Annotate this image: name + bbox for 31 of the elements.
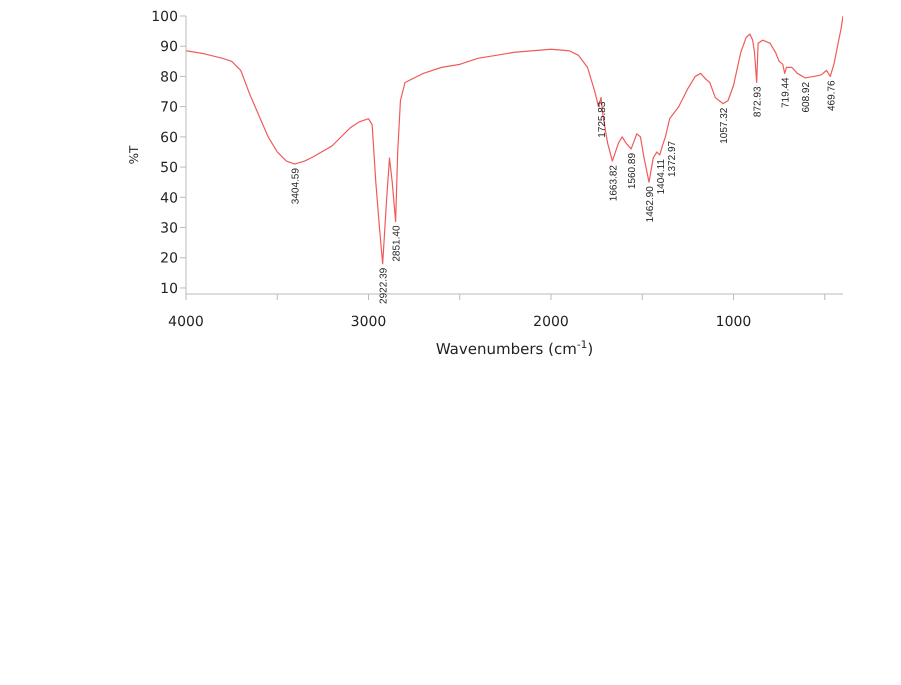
annotation: 1372.97 — [667, 140, 678, 178]
annotation: 719.44 — [780, 76, 792, 108]
annotation: 1462.90 — [645, 186, 656, 222]
annotation: 1663.82 — [608, 164, 620, 202]
y-tick-label: 70 — [160, 100, 178, 116]
line-series — [186, 16, 843, 264]
y-tick-label: 90 — [160, 39, 178, 56]
x-axis-title: Wavenumbers (cm$^{-1}$) — [436, 339, 594, 358]
y-tick-label: 40 — [160, 190, 178, 206]
x-tick-label: 4000 — [168, 314, 204, 330]
annotation: 1725.83 — [597, 101, 608, 138]
annotation: 2851.40 — [392, 225, 403, 262]
annotation: 2922.39 — [378, 267, 390, 304]
y-tick-label: 10 — [160, 280, 178, 297]
annotation: 1560.89 — [627, 152, 638, 190]
y-tick-label: 20 — [160, 250, 178, 267]
annotation: 1404.11 — [656, 158, 668, 194]
annotation: 3404.59 — [290, 168, 302, 204]
y-tick-label: 80 — [160, 69, 178, 86]
annotation: 872.93 — [752, 86, 764, 118]
y-tick-label: 30 — [160, 220, 178, 236]
x-tick-label: 2000 — [533, 314, 569, 330]
x-tick-label: 3000 — [350, 314, 386, 330]
y-axis-title: %T — [127, 144, 141, 164]
annotation: 608.92 — [800, 82, 812, 113]
annotation: 469.76 — [826, 80, 838, 112]
x-tick-label: 1000 — [716, 314, 752, 330]
y-tick-label: 60 — [160, 130, 178, 146]
y-tick-label: 50 — [160, 160, 178, 176]
y-tick-label: 100 — [151, 8, 178, 25]
annotation: 1057.32 — [719, 107, 730, 144]
